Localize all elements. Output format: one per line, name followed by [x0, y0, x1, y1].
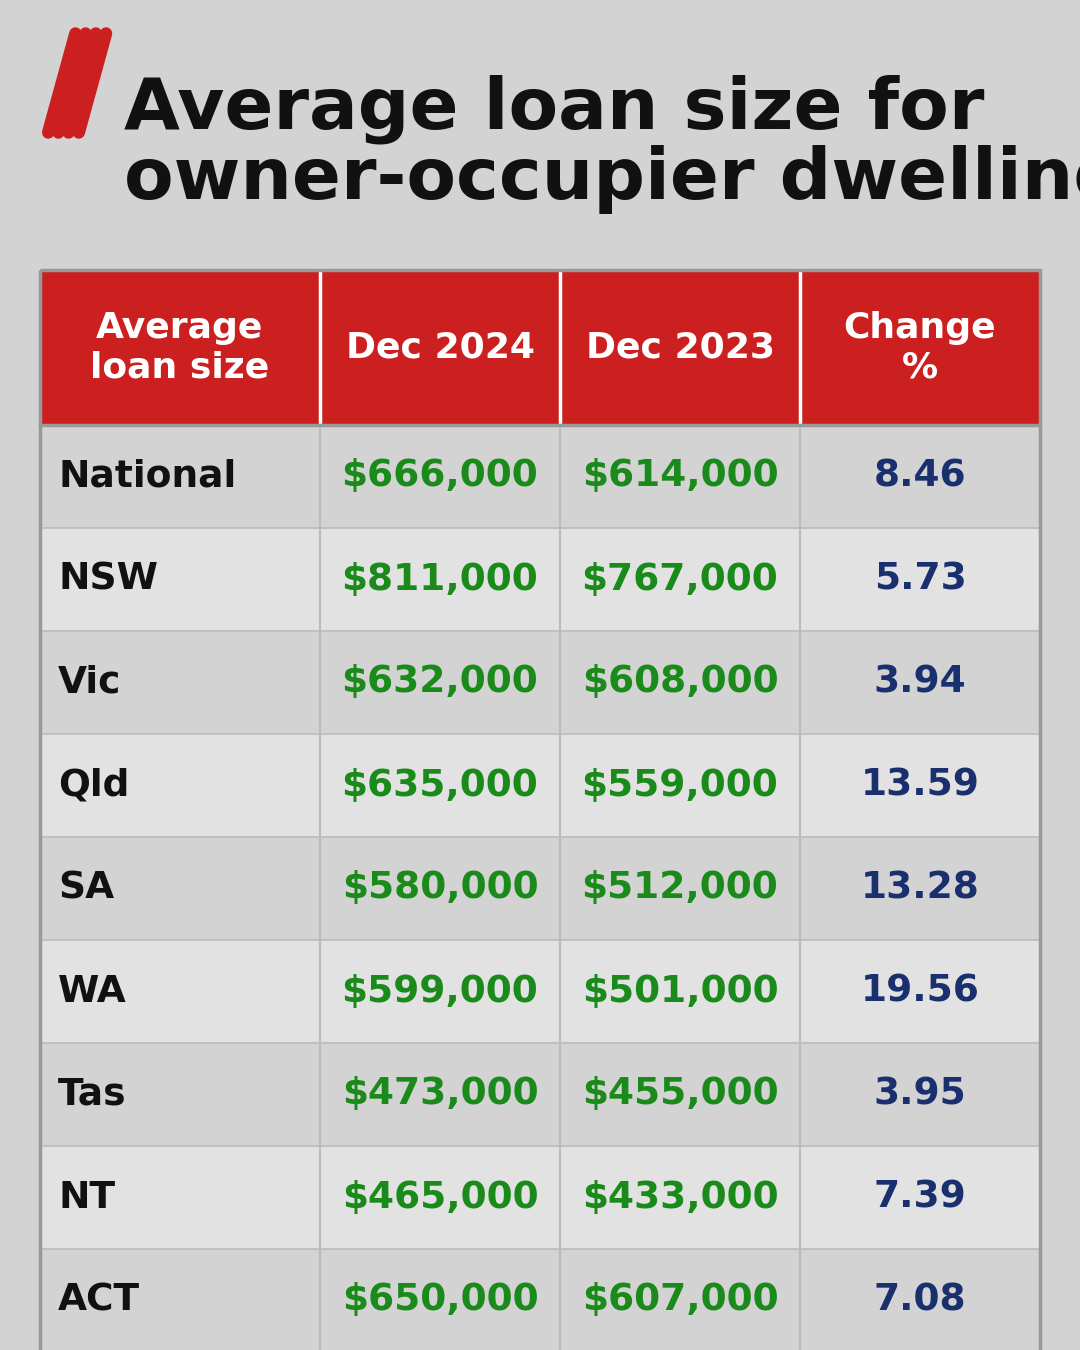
Bar: [40, 734, 1040, 837]
Text: $465,000: $465,000: [341, 1180, 538, 1215]
Bar: [40, 270, 1040, 1350]
Text: $632,000: $632,000: [341, 664, 538, 701]
Text: Dec 2024: Dec 2024: [346, 331, 535, 364]
Bar: [40, 425, 1040, 528]
Text: SA: SA: [58, 871, 114, 906]
Bar: [40, 270, 1040, 425]
Text: $614,000: $614,000: [582, 459, 779, 494]
Text: $767,000: $767,000: [582, 562, 779, 598]
Text: Dec 2023: Dec 2023: [585, 331, 774, 364]
Text: $433,000: $433,000: [582, 1180, 779, 1215]
Text: 7.08: 7.08: [874, 1282, 967, 1319]
Text: Average loan size for: Average loan size for: [124, 76, 984, 144]
Text: NSW: NSW: [58, 562, 158, 598]
Text: $512,000: $512,000: [582, 871, 779, 906]
Text: 7.39: 7.39: [874, 1180, 967, 1215]
Text: $635,000: $635,000: [341, 768, 538, 803]
Text: $559,000: $559,000: [582, 768, 779, 803]
Text: Average
loan size: Average loan size: [91, 310, 270, 385]
Text: owner-occupier dwellings: owner-occupier dwellings: [124, 144, 1080, 215]
Text: $455,000: $455,000: [582, 1076, 779, 1112]
Text: $599,000: $599,000: [341, 973, 538, 1010]
Text: 13.59: 13.59: [861, 768, 980, 803]
Text: 8.46: 8.46: [874, 459, 967, 494]
Text: National: National: [58, 459, 237, 494]
Text: 3.95: 3.95: [874, 1076, 967, 1112]
Text: Change
%: Change %: [843, 310, 997, 385]
Bar: [40, 837, 1040, 940]
Text: 19.56: 19.56: [861, 973, 980, 1010]
Text: WA: WA: [58, 973, 126, 1010]
Text: $501,000: $501,000: [582, 973, 779, 1010]
Bar: [40, 1146, 1040, 1249]
Bar: [40, 630, 1040, 734]
Text: NT: NT: [58, 1180, 116, 1215]
Text: $650,000: $650,000: [341, 1282, 538, 1319]
Text: $473,000: $473,000: [341, 1076, 538, 1112]
Text: 5.73: 5.73: [874, 562, 967, 598]
Text: 13.28: 13.28: [861, 871, 980, 906]
Text: 3.94: 3.94: [874, 664, 967, 701]
Text: $666,000: $666,000: [341, 459, 538, 494]
Bar: [40, 1044, 1040, 1146]
Text: Vic: Vic: [58, 664, 121, 701]
Text: $608,000: $608,000: [582, 664, 779, 701]
Text: $580,000: $580,000: [341, 871, 538, 906]
Text: Qld: Qld: [58, 768, 130, 803]
Text: ACT: ACT: [58, 1282, 140, 1319]
Text: Tas: Tas: [58, 1076, 126, 1112]
Bar: [40, 528, 1040, 630]
Bar: [40, 1249, 1040, 1350]
Text: $811,000: $811,000: [341, 562, 538, 598]
Text: $607,000: $607,000: [582, 1282, 779, 1319]
Bar: [40, 940, 1040, 1044]
